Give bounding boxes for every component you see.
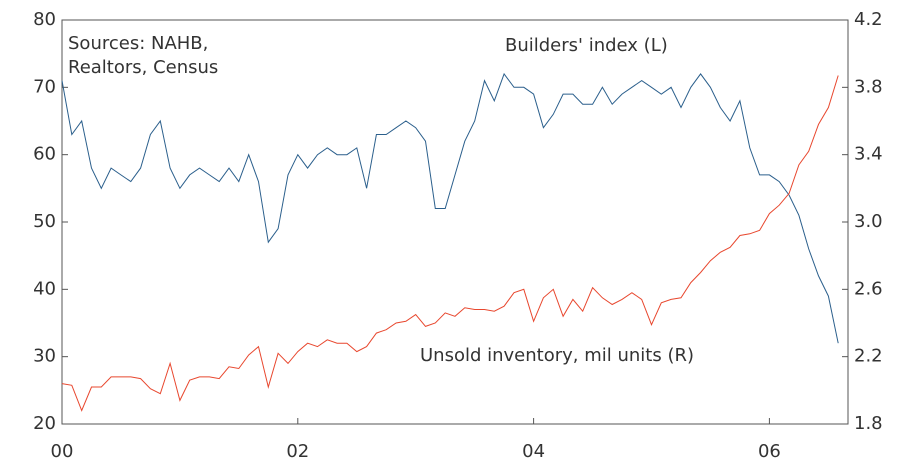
y2-tick-label: 4.2 <box>854 9 883 30</box>
x-tick-label: 02 <box>286 441 309 462</box>
x-tick-label: 06 <box>758 441 781 462</box>
y-tick-label: 20 <box>33 413 56 434</box>
y-tick-label: 70 <box>33 76 56 97</box>
source-line: Sources: NAHB, <box>68 33 208 54</box>
y-tick-label: 80 <box>33 9 56 30</box>
y-tick-label: 60 <box>33 144 56 165</box>
y2-tick-label: 3.0 <box>854 211 883 232</box>
series-line <box>61 72 839 344</box>
y2-tick-label: 3.4 <box>854 144 883 165</box>
y2-tick-label: 1.8 <box>854 413 883 434</box>
y2-tick-label: 2.6 <box>854 278 883 299</box>
y2-tick-label: 3.8 <box>854 76 883 97</box>
y-tick-label: 50 <box>33 211 56 232</box>
y-tick-label: 40 <box>33 278 56 299</box>
annotation: Builders' index (L) <box>505 35 668 56</box>
source-line: Realtors, Census <box>68 57 218 78</box>
series-line <box>61 75 839 412</box>
annotation: Unsold inventory, mil units (R) <box>420 345 694 366</box>
y2-tick-label: 2.2 <box>854 346 883 367</box>
y-tick-label: 30 <box>33 346 56 367</box>
x-tick-label: 04 <box>522 441 545 462</box>
x-tick-label: 00 <box>51 441 74 462</box>
